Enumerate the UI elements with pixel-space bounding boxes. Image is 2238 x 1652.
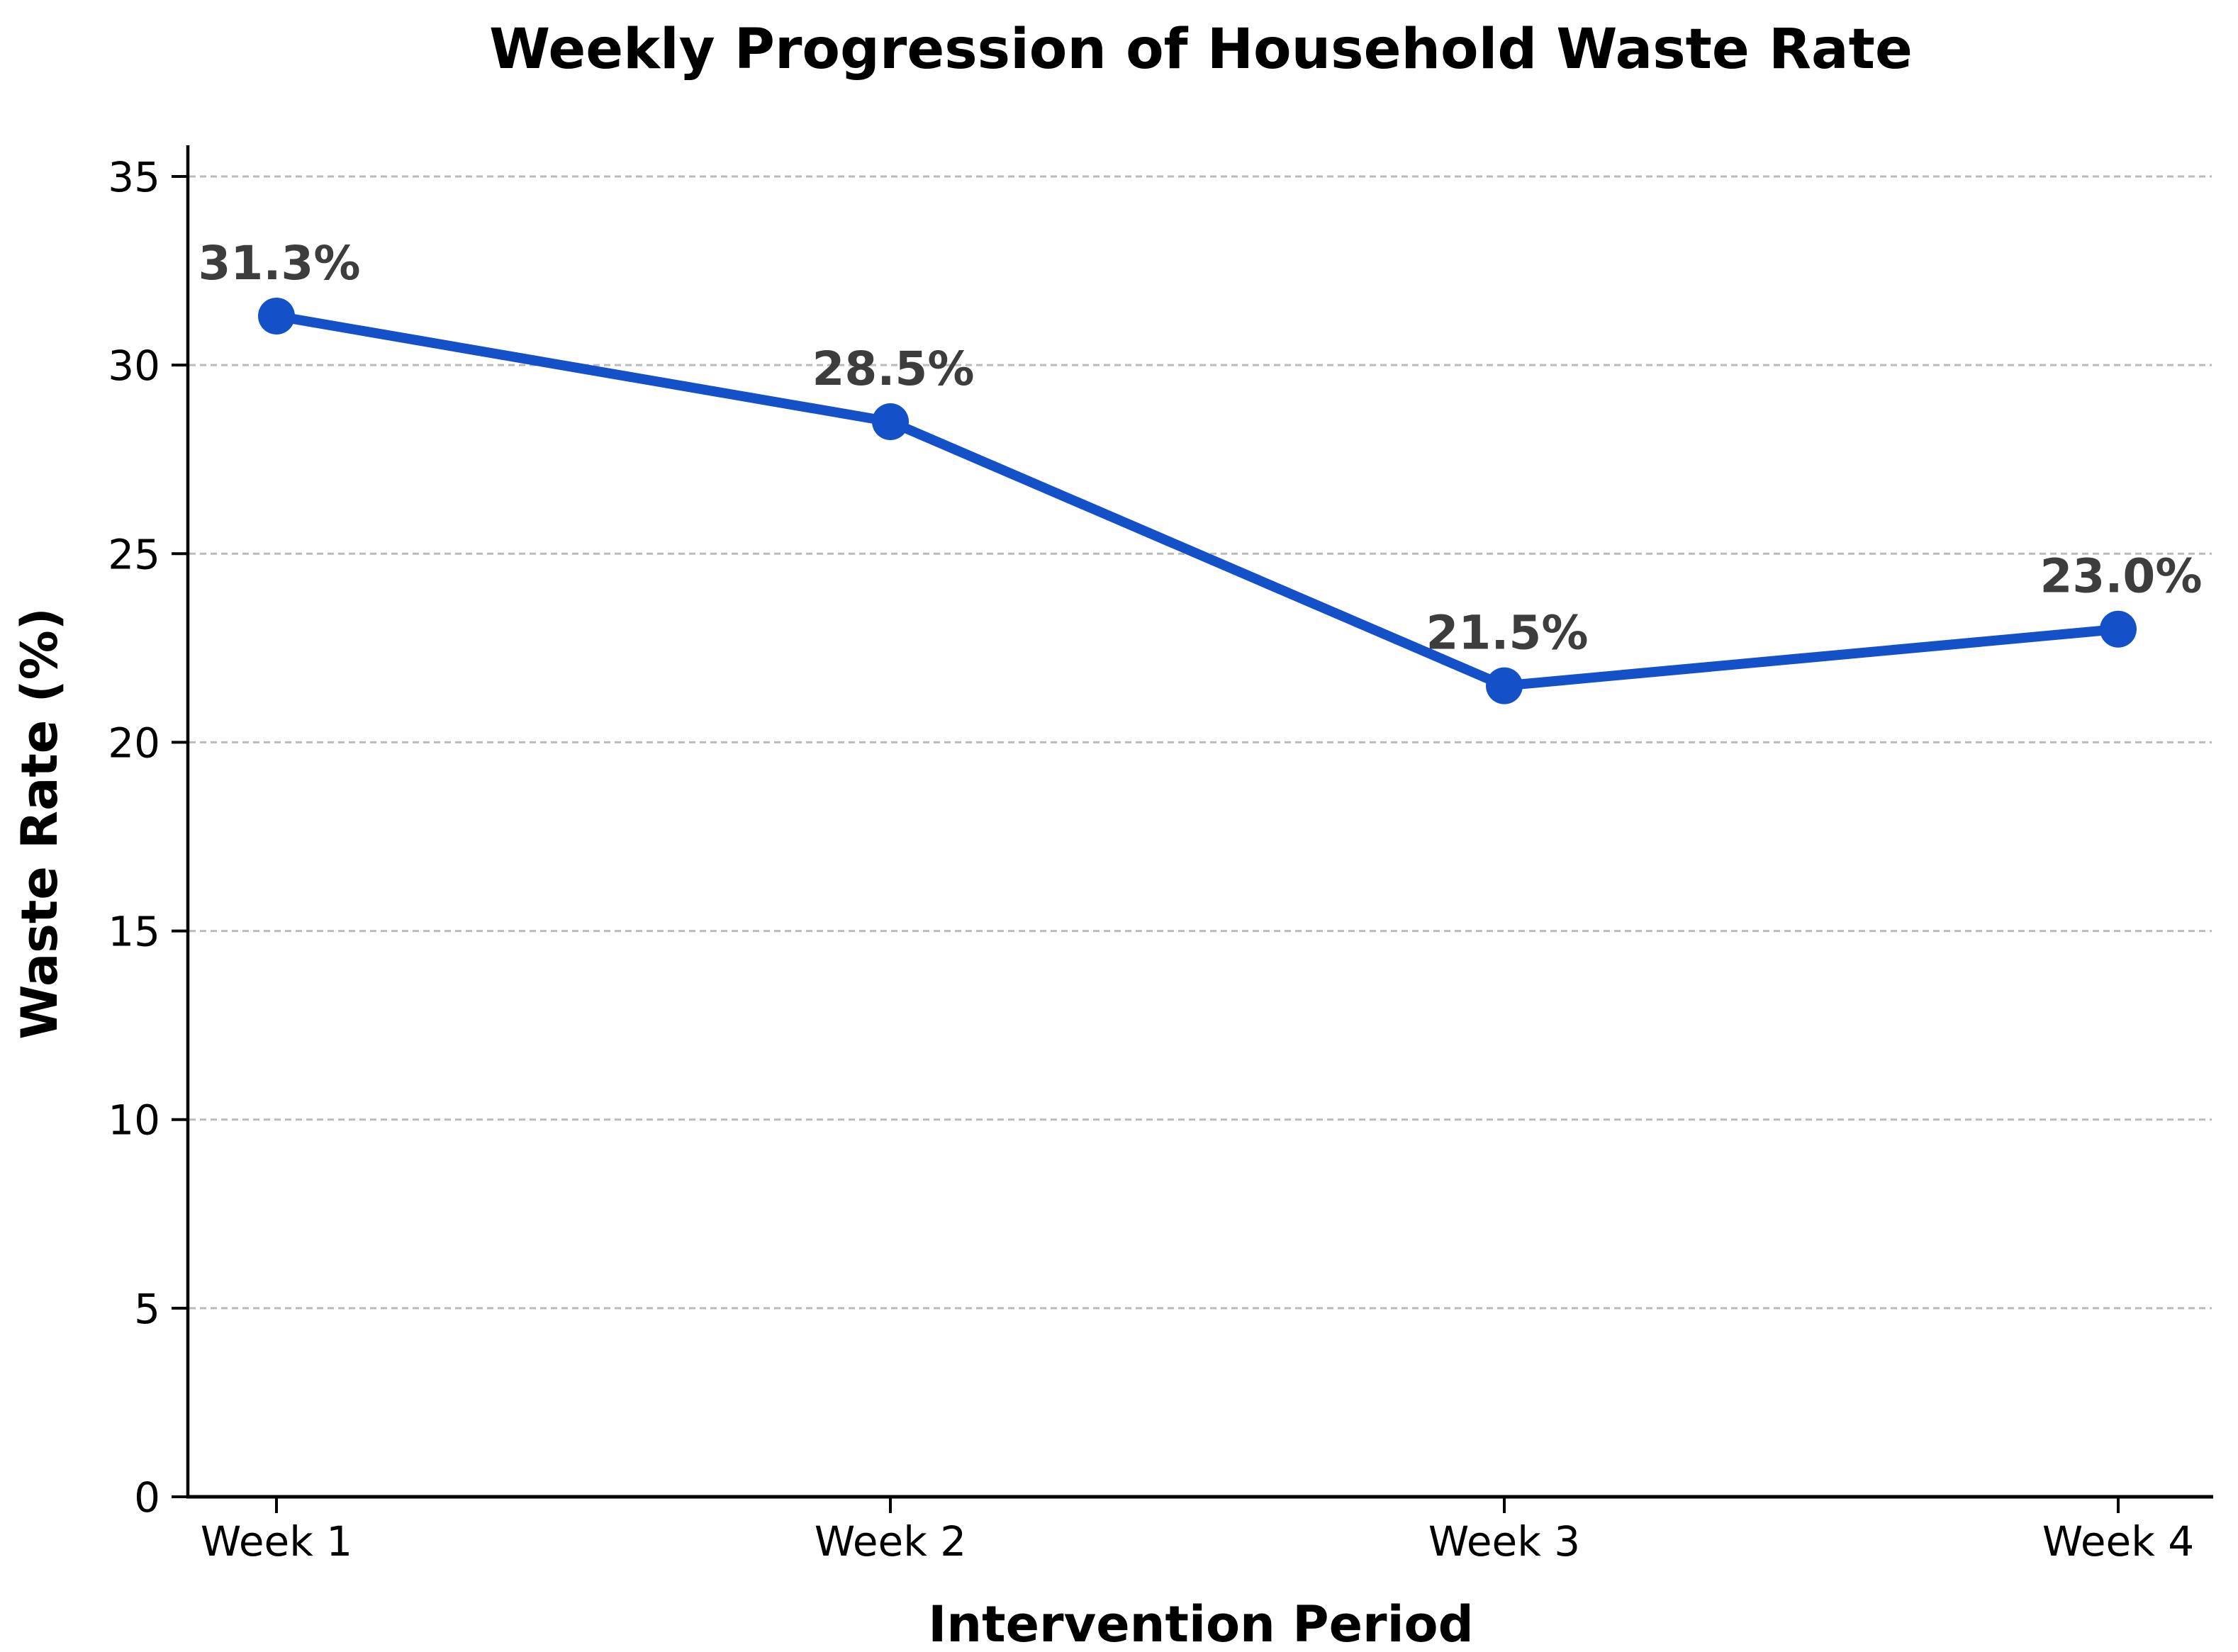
data-point-label-week-3: 21.5% (1426, 606, 1589, 661)
data-point-labels: 31.3% 28.5% 21.5% 23.0% (198, 236, 2203, 661)
data-point-label-week-1: 31.3% (198, 236, 361, 291)
chart-title: Weekly Progression of Household Waste Ra… (489, 18, 1913, 82)
y-tick-label-20: 20 (108, 719, 160, 767)
waste-rate-series (258, 297, 2137, 704)
x-tick-label-week-3: Week 3 (1428, 1517, 1580, 1566)
data-point-label-week-2: 28.5% (812, 342, 975, 396)
y-tick-label-5: 5 (134, 1285, 160, 1333)
data-point-marker-week-3 (1486, 667, 1523, 704)
x-tick-label-week-1: Week 1 (201, 1517, 352, 1566)
data-point-marker-week-4 (2100, 610, 2137, 648)
y-axis-tick-labels: 0 5 10 15 20 25 30 35 (108, 153, 160, 1522)
y-tick-label-10: 10 (108, 1096, 160, 1145)
x-axis-tick-labels: Week 1 Week 2 Week 3 Week 4 (201, 1517, 2194, 1566)
x-axis-title: Intervention Period (928, 1595, 1474, 1652)
y-tick-label-35: 35 (108, 153, 160, 201)
data-point-marker-week-2 (872, 403, 909, 440)
y-tick-label-0: 0 (134, 1473, 160, 1522)
data-point-marker-week-1 (258, 297, 295, 335)
waste-rate-line (272, 310, 2123, 691)
x-tick-label-week-4: Week 4 (2042, 1517, 2194, 1566)
data-point-label-week-4: 23.0% (2040, 549, 2203, 604)
y-tick-label-25: 25 (108, 530, 160, 578)
x-tick-label-week-2: Week 2 (815, 1517, 966, 1566)
y-tick-label-30: 30 (108, 342, 160, 390)
axes (172, 145, 2213, 1513)
y-tick-label-15: 15 (108, 908, 160, 956)
y-axis-title: Waste Rate (%) (11, 607, 69, 1040)
